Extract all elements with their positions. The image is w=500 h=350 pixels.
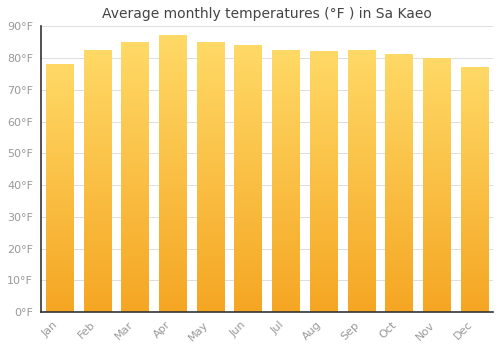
- Title: Average monthly temperatures (°F ) in Sa Kaeo: Average monthly temperatures (°F ) in Sa…: [102, 7, 432, 21]
